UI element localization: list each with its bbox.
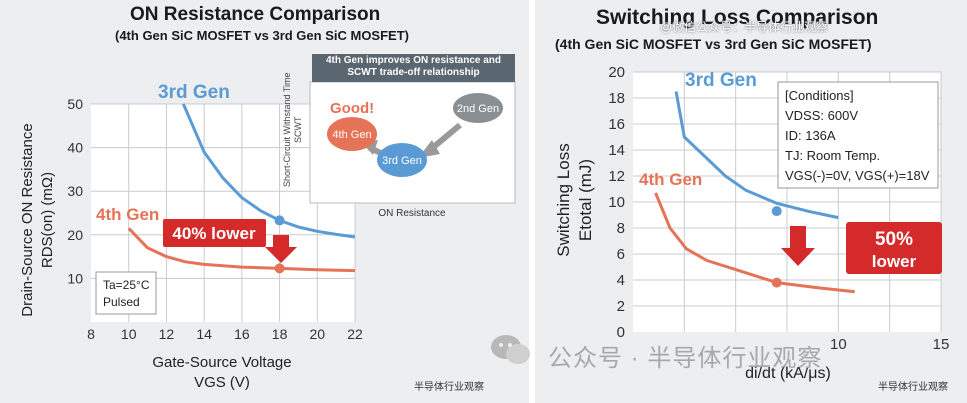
watermark-logo-icon [488, 332, 532, 366]
right-y-axis-label-line2: Etotal (mJ) [576, 159, 595, 241]
left-x-tick-label: 14 [196, 326, 212, 342]
watermark-center: 公众号 · 半导体行业观察 [548, 345, 823, 372]
right-x-tick-label: 10 [830, 336, 847, 353]
left-down-arrow [265, 235, 297, 263]
left-chart-subtitle: (4th Gen SiC MOSFET vs 3rd Gen SiC MOSFE… [115, 28, 409, 43]
inset-gen3-label: 3rd Gen [382, 155, 422, 167]
right-series-4th-gen-point [771, 277, 782, 288]
left-series-3rd-gen-line [182, 103, 356, 239]
inset-x-axis-label: ON Resistance [378, 208, 446, 219]
on-resistance-panel: ON Resistance Comparison (4th Gen SiC MO… [0, 0, 529, 403]
right-y-tick-label: 12 [608, 168, 625, 185]
right-conditions-line: ID: 136A [785, 128, 836, 143]
right-series-3rd-gen-line [674, 91, 839, 220]
right-conditions-line: VDSS: 600V [785, 108, 858, 123]
right-x-axis-label: di/dt (kA/μs) [745, 365, 831, 382]
right-y-tick-label: 0 [617, 324, 625, 341]
right-conditions-line: [Conditions] [785, 88, 854, 103]
right-callout-line1: 50% [875, 229, 913, 250]
left-x-tick-label: 20 [309, 326, 325, 342]
inset-banner [312, 54, 515, 82]
right-callout-line2: lower [872, 252, 917, 271]
left-x-tick-label: 18 [272, 326, 288, 342]
right-y-tick-label: 18 [608, 90, 625, 107]
right-conditions-line: VGS(-)=0V, VGS(+)=18V [785, 168, 930, 183]
right-y-tick-label: 4 [617, 272, 625, 289]
right-y-tick-label: 8 [617, 220, 625, 237]
inset-gen2-label: 2nd Gen [457, 103, 499, 115]
panel-divider [529, 0, 535, 403]
right-y-axis-label-line1: Switching Loss [554, 143, 573, 256]
inset-banner-text: 4th Gen improves ON resistance and SCWT … [325, 55, 502, 78]
left-chart-title: ON Resistance Comparison [130, 4, 381, 25]
right-series-4th-gen-line [654, 192, 855, 294]
left-x-axis-label-line2: VGS (V) [194, 374, 250, 391]
inset-gen4-bubble [327, 117, 377, 151]
right-y-tick-label: 6 [617, 246, 625, 263]
right-y-tick-label: 14 [608, 142, 625, 159]
left-conditions-line2: Pulsed [103, 295, 140, 309]
left-x-tick-label: 10 [121, 326, 137, 342]
right-series-3rd-gen-point [771, 206, 782, 217]
left-x-tick-label: 12 [159, 326, 175, 342]
left-x-axis-label-line1: Gate-Source Voltage [152, 354, 291, 371]
right-chart-subtitle: (4th Gen SiC MOSFET vs 3rd Gen SiC MOSFE… [555, 36, 872, 52]
left-gen3-label: 3rd Gen [158, 82, 230, 103]
right-gen4-label: 4th Gen [639, 170, 702, 189]
left-gen4-label: 4th Gen [96, 205, 159, 224]
right-chart-title: Switching Loss Comparison [596, 6, 879, 29]
right-y-tick-label: 2 [617, 298, 625, 315]
left-series-4th-gen-point [274, 263, 285, 274]
right-y-tick-label: 20 [608, 64, 625, 81]
right-gen3-label: 3rd Gen [685, 70, 757, 91]
on-resistance-chart: 8 10 12 14 16 18 20 22 10 20 30 40 50 Drain-Source O… [19, 54, 516, 391]
left-callout-box [163, 219, 266, 247]
right-conditions-box [777, 81, 939, 189]
switching-loss-panel: Switching Loss Comparison (4th Gen SiC M… [535, 0, 967, 403]
inset-y-axis-label: Short-Circuit Withstand Time SCWT [282, 72, 303, 188]
watermark-small-right: 半导体行业观察 [878, 382, 948, 393]
left-x-tick-label: 8 [87, 326, 95, 342]
inset-gen3-bubble [377, 143, 427, 177]
left-y-tick-label: 40 [67, 140, 83, 156]
left-series-3rd-gen-point [274, 215, 285, 226]
left-series-4th-gen-line [127, 227, 356, 273]
left-conditions-box [95, 271, 157, 315]
right-y-tick-label: 10 [608, 194, 625, 211]
right-y-tick-label: 16 [608, 116, 625, 133]
inset-gen2-bubble [453, 93, 503, 123]
inset-gen4-label: 4th Gen [332, 129, 371, 141]
left-x-tick-label: 16 [234, 326, 250, 342]
left-conditions-line1: Ta=25°C [103, 278, 150, 292]
left-y-axis-label-line1: Drain-Source ON Resistance [19, 123, 36, 316]
watermark-top: @微信公众号：半导体行业观察 [660, 20, 829, 34]
left-y-tick-label: 20 [67, 227, 83, 243]
right-x-tick-label: 15 [933, 336, 950, 353]
inset-good-text: Good! [330, 100, 374, 117]
left-y-tick-label: 30 [67, 183, 83, 199]
switching-loss-chart: 10 15 0 2 4 6 8 10 12 14 16 18 20 Switching Loss Eto… [554, 64, 950, 382]
right-conditions-line: TJ: Room Temp. [785, 148, 880, 163]
left-y-axis-label-line2: RDS(on) (mΩ) [39, 172, 56, 268]
right-down-arrow [781, 226, 815, 266]
left-callout-text: 40% lower [172, 224, 256, 243]
left-y-tick-label: 10 [67, 270, 83, 286]
left-y-tick-label: 50 [67, 96, 83, 112]
watermark-small-left: 半导体行业观察 [414, 382, 484, 393]
left-x-tick-label: 22 [347, 326, 363, 342]
right-callout-box [846, 222, 942, 274]
